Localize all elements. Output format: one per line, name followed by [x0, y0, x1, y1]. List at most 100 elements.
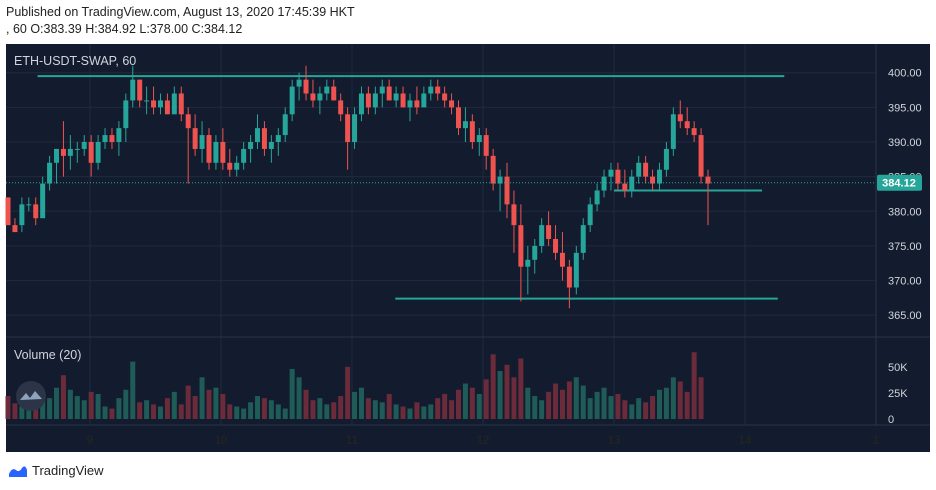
candle-body [456, 107, 461, 129]
candle-body [594, 190, 600, 205]
candle-body [116, 128, 122, 142]
candlestick-chart[interactable]: 400.00395.00390.00385.00380.00375.00370.… [0, 0, 936, 460]
volume-bar [428, 404, 434, 419]
candle-body [102, 135, 108, 142]
candle-body [622, 183, 628, 191]
volume-bar [407, 408, 413, 419]
candle-body [539, 225, 545, 246]
volume-bar [352, 391, 358, 419]
candle-body [248, 142, 254, 149]
candle-body [400, 93, 406, 108]
volume-bar [26, 404, 32, 419]
candle-body [130, 79, 136, 101]
volume-bar [476, 393, 482, 419]
candle-body [206, 135, 212, 163]
volume-bar [268, 400, 274, 419]
tradingview-logo-icon [9, 465, 27, 477]
candle-body [553, 239, 559, 253]
candle-body [469, 121, 475, 142]
volume-bar [157, 406, 163, 419]
volume-bar [469, 387, 475, 419]
volume-bar [248, 402, 254, 419]
price-axis[interactable]: 400.00395.00390.00385.00380.00375.00370.… [888, 68, 922, 323]
candle-body [261, 128, 267, 149]
candle-body [74, 148, 80, 150]
candle-body [123, 100, 129, 129]
candle-body [656, 169, 662, 184]
last-price-label: 384.12 [882, 178, 916, 190]
candle-body [220, 142, 226, 163]
volume-bar [144, 400, 150, 419]
volume-tick-label: 25K [888, 388, 908, 400]
volume-bar [539, 400, 545, 419]
volume-bar [518, 358, 524, 419]
volume-bar [199, 377, 205, 419]
volume-bar [691, 352, 697, 419]
volume-bar [608, 396, 614, 419]
candle-body [525, 259, 531, 267]
candle-body [151, 100, 157, 108]
volume-bar [74, 396, 80, 419]
price-tick-label: 395.00 [888, 102, 922, 114]
volume-bar [54, 387, 60, 419]
candle-body [490, 155, 496, 184]
candle-body [234, 162, 240, 170]
volume-bar [95, 393, 101, 419]
candle-body [532, 245, 538, 260]
volume-bar [275, 404, 281, 419]
volume-bar [60, 375, 66, 419]
candle-body [67, 148, 73, 156]
volume-bar [5, 396, 11, 419]
volume-bar [594, 391, 600, 419]
time-axis[interactable]: 9 10 11 12 13 14 1 [87, 435, 880, 447]
candle-body [88, 142, 94, 163]
candle-body [331, 86, 337, 101]
volume-bar [435, 398, 441, 419]
candle-body [289, 86, 295, 115]
trend-lines[interactable] [37, 75, 785, 300]
candle-body [608, 169, 614, 177]
candle-body [476, 135, 482, 142]
candle-body [379, 86, 385, 94]
candle-body [511, 204, 517, 226]
volume-bar [289, 368, 295, 419]
volume-bar [511, 377, 517, 419]
candle-body [358, 93, 364, 115]
volume-bar [615, 393, 621, 419]
candle-body [19, 204, 25, 226]
candle-body [60, 148, 66, 156]
volume-bar [386, 393, 392, 419]
volume-bars [5, 352, 704, 419]
volume-bar [206, 389, 212, 419]
candle-body [643, 162, 649, 177]
volume-bar [234, 406, 240, 419]
price-tick-label: 375.00 [888, 241, 922, 253]
candle-body [449, 100, 455, 108]
volume-bar [227, 404, 233, 419]
volume-bar [12, 403, 18, 419]
candle-body [393, 93, 399, 101]
candle-body [47, 162, 53, 184]
volume-bar [331, 402, 337, 419]
volume-bar [656, 389, 662, 419]
volume-bar [504, 364, 510, 419]
candle-body [345, 114, 351, 142]
volume-bar [185, 385, 191, 419]
footer-brand[interactable]: TradingView [8, 463, 104, 478]
candle-body [192, 128, 198, 149]
candles-group [5, 65, 711, 309]
volume-bar [421, 406, 427, 419]
candle-body [255, 128, 260, 142]
candle-body [12, 225, 18, 233]
candle-body [164, 100, 170, 115]
volume-bar [456, 389, 461, 419]
volume-bar [67, 389, 73, 419]
volume-bar [449, 400, 455, 419]
candle-body [296, 79, 302, 87]
volume-bar [296, 377, 302, 419]
volume-bar [310, 400, 316, 419]
candle-body [365, 93, 371, 108]
volume-bar [47, 398, 53, 419]
volume-bar [573, 377, 579, 419]
price-tick-label: 380.00 [888, 206, 922, 218]
